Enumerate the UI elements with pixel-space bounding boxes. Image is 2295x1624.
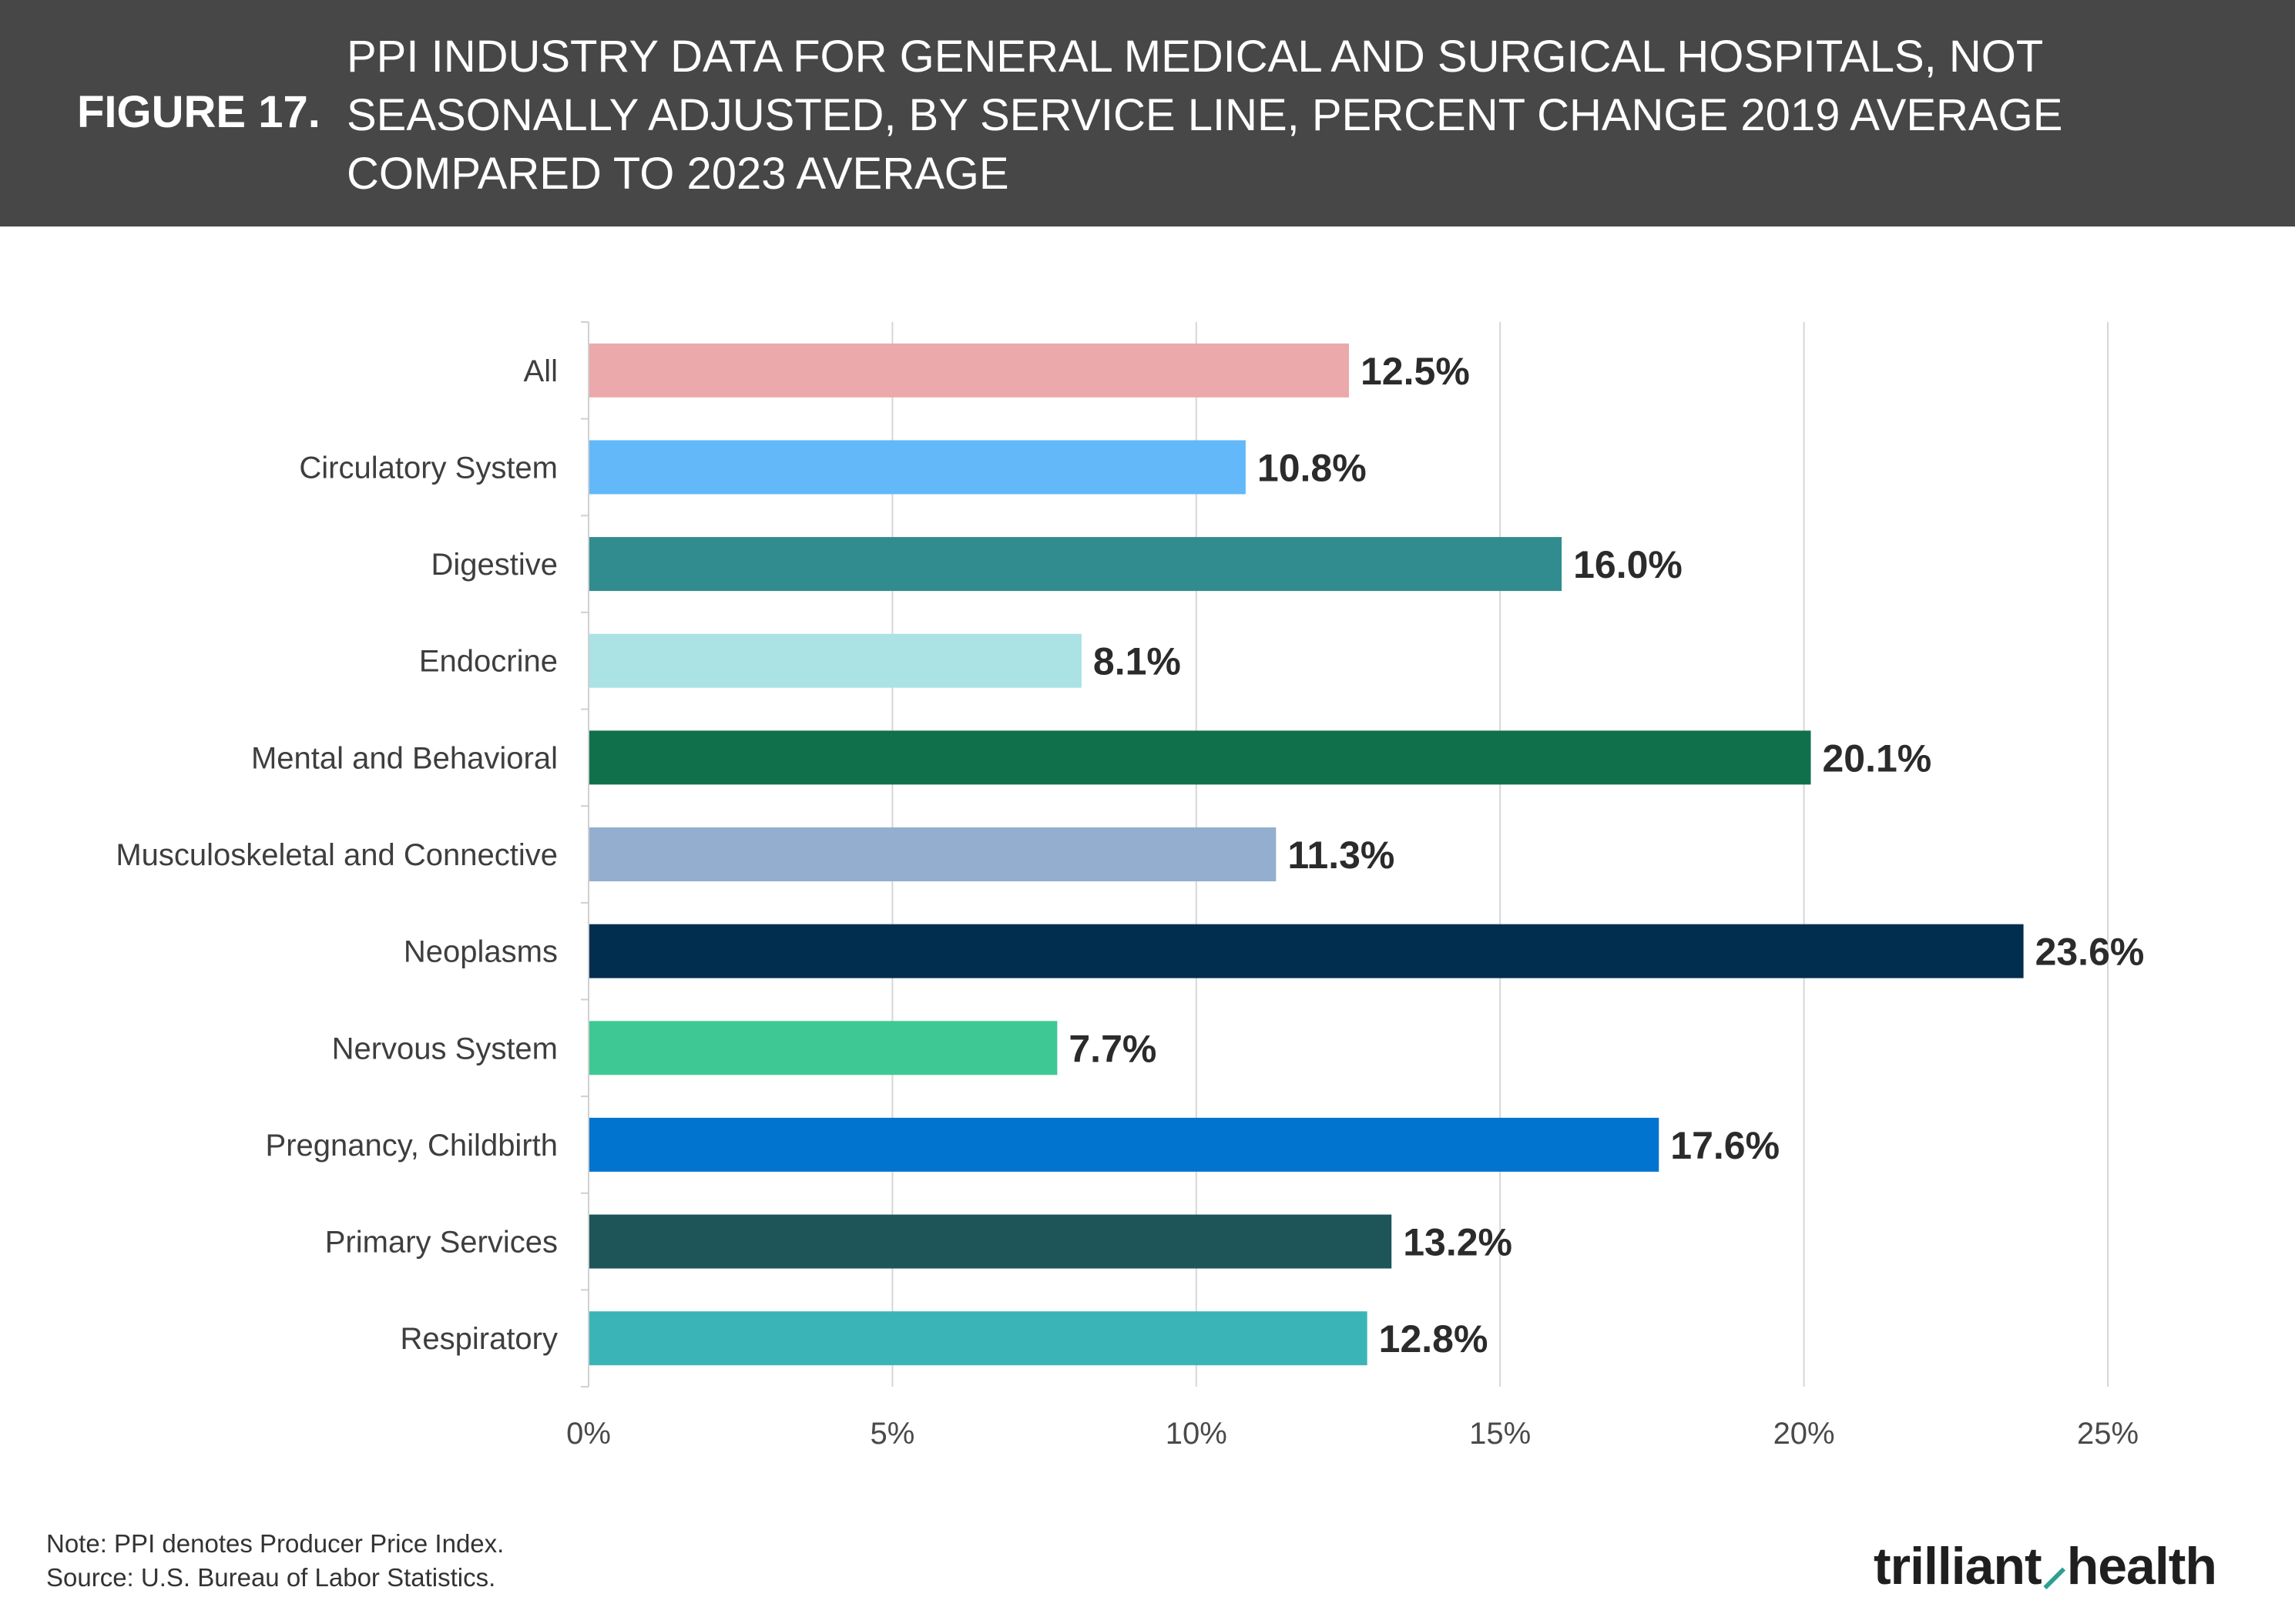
- x-tick-label-0: 0%: [566, 1417, 611, 1451]
- logo-text-health: health: [2066, 1537, 2217, 1595]
- category-label-pregnancy-childbirth: Pregnancy, Childbirth: [266, 1129, 558, 1163]
- bar-circulatory-system: [589, 440, 1246, 495]
- bar-pregnancy-childbirth: [589, 1117, 1659, 1172]
- note-text: Note: PPI denotes Producer Price Index.: [46, 1529, 505, 1558]
- data-label-all: 12.5%: [1361, 350, 1470, 393]
- data-label-nervous-system: 7.7%: [1069, 1027, 1156, 1070]
- x-tick-label-25: 25%: [2077, 1417, 2139, 1451]
- data-label-neoplasms: 23.6%: [2035, 931, 2145, 974]
- bars: [589, 343, 2024, 1366]
- x-tick-label-15: 15%: [1469, 1417, 1531, 1451]
- data-label-primary-services: 13.2%: [1403, 1221, 1512, 1264]
- data-label-musculoskeletal-and-connective: 11.3%: [1287, 834, 1394, 877]
- category-label-endocrine: Endocrine: [419, 645, 558, 679]
- bar-primary-services: [589, 1214, 1392, 1269]
- category-label-digestive: Digestive: [431, 548, 558, 582]
- bar-endocrine: [589, 633, 1082, 688]
- source-text: Source: U.S. Bureau of Labor Statistics.: [46, 1563, 496, 1592]
- logo-swoosh-icon: ⸝: [2041, 1537, 2068, 1595]
- bar-mental-and-behavioral: [589, 730, 1811, 785]
- data-label-pregnancy-childbirth: 17.6%: [1670, 1124, 1780, 1167]
- x-axis-tick-labels: 0% 5% 10% 15% 20% 25%: [566, 1417, 2139, 1451]
- bar-nervous-system: [589, 1021, 1058, 1075]
- data-label-circulatory-system: 10.8%: [1257, 446, 1367, 489]
- data-label-mental-and-behavioral: 20.1%: [1822, 737, 1931, 780]
- category-label-mental-and-behavioral: Mental and Behavioral: [251, 741, 558, 775]
- category-label-musculoskeletal-and-connective: Musculoskeletal and Connective: [116, 838, 558, 872]
- category-label-all: All: [524, 354, 558, 388]
- category-labels: All Circulatory System Digestive Endocrine M…: [116, 354, 558, 1356]
- figure-header: FIGURE 17. PPI INDUSTRY DATA FOR GENERAL…: [0, 0, 2295, 226]
- data-labels: 12.5% 10.8% 16.0% 8.1% 20.1% 11.3% 23.6% 7.7% 17…: [1069, 350, 2144, 1361]
- figure-label: FIGURE 17.: [77, 87, 320, 137]
- category-label-nervous-system: Nervous System: [332, 1032, 558, 1065]
- bar-respiratory: [589, 1311, 1367, 1366]
- bar-digestive: [589, 537, 1562, 592]
- trilliant-health-logo: trilliant⸝health: [1874, 1528, 2217, 1599]
- logo-text-trilliant: trilliant: [1874, 1537, 2042, 1595]
- data-label-respiratory: 12.8%: [1379, 1317, 1488, 1361]
- data-label-endocrine: 8.1%: [1093, 640, 1181, 683]
- x-tick-label-5: 5%: [870, 1417, 914, 1451]
- bar-all: [589, 343, 1349, 398]
- bar-musculoskeletal-and-connective: [589, 827, 1277, 881]
- x-tick-label-10: 10%: [1166, 1417, 1227, 1451]
- bar-chart: All Circulatory System Digestive Endocrine M…: [116, 321, 2144, 1451]
- category-label-primary-services: Primary Services: [325, 1226, 558, 1260]
- footnotes: Note: PPI denotes Producer Price Index. …: [46, 1527, 504, 1595]
- x-tick-label-20: 20%: [1773, 1417, 1835, 1451]
- data-label-digestive: 16.0%: [1573, 543, 1683, 586]
- category-label-respiratory: Respiratory: [400, 1322, 558, 1356]
- chart-title: PPI INDUSTRY DATA FOR GENERAL MEDICAL AN…: [347, 32, 2063, 199]
- category-label-circulatory-system: Circulatory System: [299, 451, 558, 485]
- category-label-neoplasms: Neoplasms: [404, 935, 558, 969]
- bar-neoplasms: [589, 924, 2024, 978]
